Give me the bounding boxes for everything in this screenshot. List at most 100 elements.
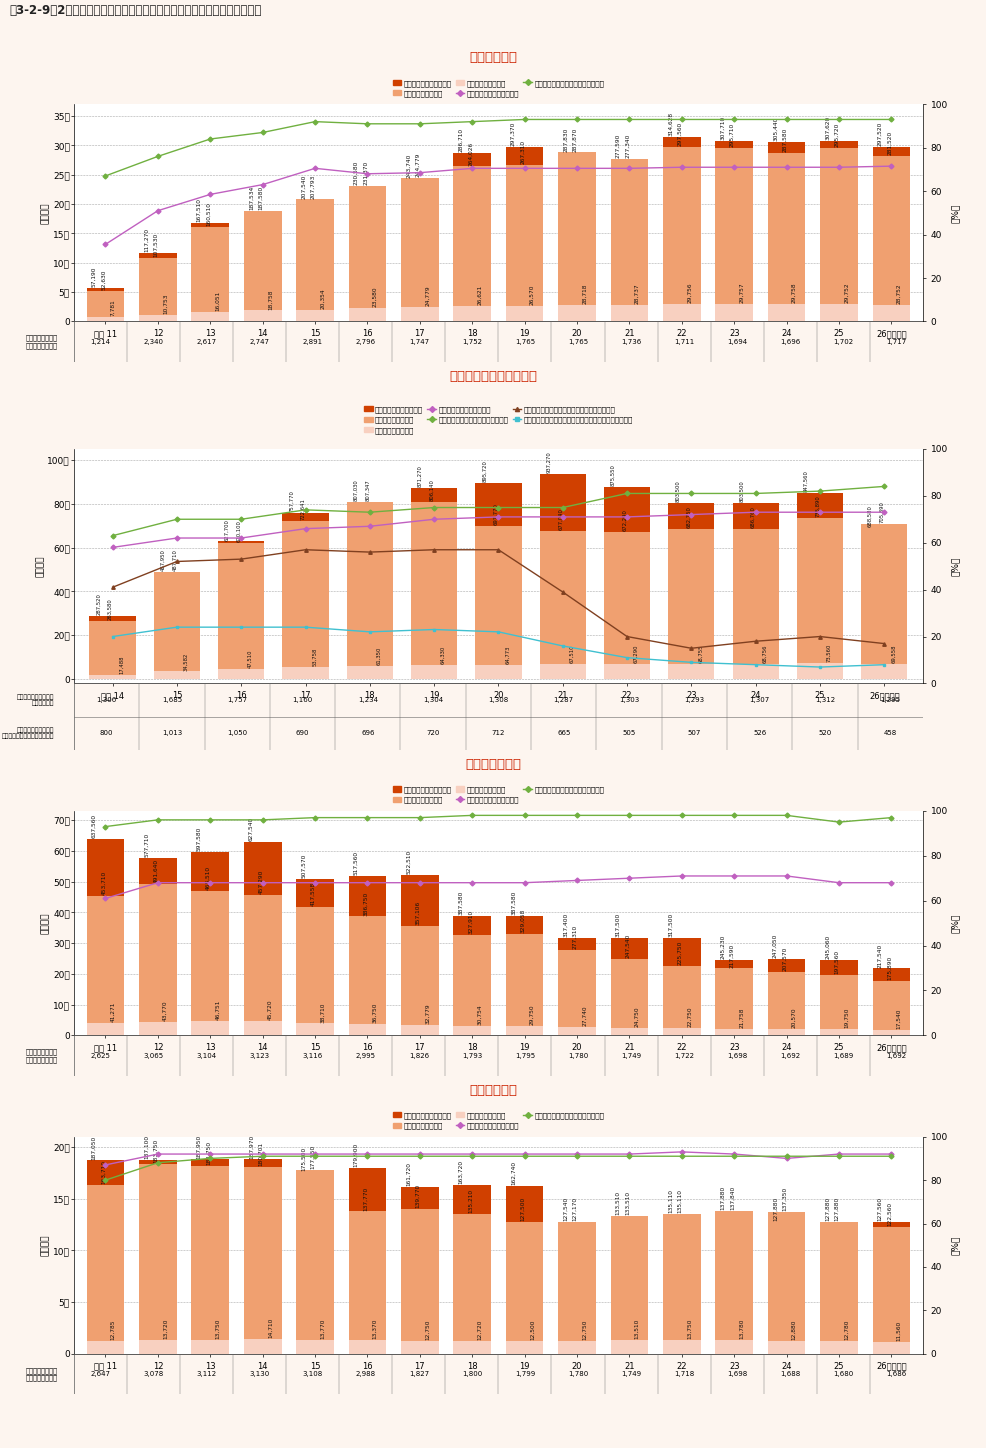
Bar <box>767 142 805 321</box>
Text: 875,550: 875,550 <box>610 465 615 487</box>
Text: 29,752: 29,752 <box>843 282 848 303</box>
Text: 1,685: 1,685 <box>162 696 181 704</box>
Bar <box>610 1216 648 1354</box>
Text: 1,308: 1,308 <box>488 696 508 704</box>
Y-axis label: （%）: （%） <box>950 556 958 576</box>
Bar <box>191 223 229 321</box>
Text: 207,570: 207,570 <box>782 946 787 970</box>
Text: 139,770: 139,770 <box>415 1184 420 1209</box>
Bar <box>558 1222 596 1354</box>
Bar <box>715 1028 752 1035</box>
Text: 67,510: 67,510 <box>569 644 574 663</box>
Bar <box>796 518 842 679</box>
Text: 61,350: 61,350 <box>377 646 382 665</box>
Bar <box>244 1338 281 1354</box>
Bar <box>400 1209 438 1354</box>
Text: 1,722: 1,722 <box>673 1053 693 1058</box>
Bar <box>663 1028 700 1035</box>
Text: 672,290: 672,290 <box>621 508 626 531</box>
Bar <box>453 1025 491 1035</box>
Text: 34,582: 34,582 <box>183 652 188 670</box>
Y-axis label: （トン）: （トン） <box>41 912 50 934</box>
Text: 179,900: 179,900 <box>353 1142 358 1167</box>
Text: 757,770: 757,770 <box>289 489 294 513</box>
Text: 11,560: 11,560 <box>895 1321 900 1341</box>
Text: 3,078: 3,078 <box>143 1371 164 1377</box>
Bar <box>668 665 714 679</box>
Text: 133,510: 133,510 <box>615 1190 620 1215</box>
Bar <box>346 502 392 679</box>
Text: 722,641: 722,641 <box>301 498 306 520</box>
Text: 26,570: 26,570 <box>529 284 534 306</box>
Bar <box>767 1222 805 1354</box>
Text: 386,750: 386,750 <box>363 892 368 915</box>
Bar <box>872 1222 909 1354</box>
Text: 137,880: 137,880 <box>720 1186 725 1211</box>
Bar <box>453 1213 491 1354</box>
Bar <box>191 851 229 1035</box>
Text: 1,718: 1,718 <box>673 1371 693 1377</box>
Bar <box>610 1028 648 1035</box>
Text: 735,890: 735,890 <box>814 495 819 517</box>
Bar <box>400 1186 438 1354</box>
Text: 1,680: 1,680 <box>832 1371 853 1377</box>
Text: 286,710: 286,710 <box>458 129 463 152</box>
Text: 217,590: 217,590 <box>729 943 735 967</box>
Bar <box>872 304 909 321</box>
Text: 803,500: 803,500 <box>739 481 743 502</box>
Text: 505: 505 <box>622 730 635 737</box>
Bar <box>296 1173 333 1354</box>
Text: 127,540: 127,540 <box>563 1197 568 1221</box>
Bar <box>819 975 857 1035</box>
Text: ペットボトル: ペットボトル <box>469 52 517 64</box>
Bar <box>139 252 176 321</box>
Text: 26,621: 26,621 <box>477 285 482 306</box>
Text: 807,030: 807,030 <box>353 479 358 501</box>
Text: 1,696: 1,696 <box>779 339 800 345</box>
Bar <box>505 146 543 321</box>
Text: 627,540: 627,540 <box>248 817 253 841</box>
Bar <box>475 482 521 679</box>
Text: 29,750: 29,750 <box>529 1005 534 1025</box>
Bar <box>90 621 136 679</box>
Bar <box>539 665 586 679</box>
Text: 1,688: 1,688 <box>779 1371 800 1377</box>
Text: プラスチック製容器包装: プラスチック製容器包装 <box>449 371 537 382</box>
Bar <box>400 178 438 321</box>
Bar <box>668 530 714 679</box>
Bar <box>296 879 333 1035</box>
Bar <box>732 529 778 679</box>
Bar <box>872 969 909 1035</box>
Bar <box>218 543 264 679</box>
Text: 297,560: 297,560 <box>676 122 681 146</box>
Text: 871,270: 871,270 <box>417 465 422 487</box>
Bar <box>819 304 857 321</box>
Text: 1,689: 1,689 <box>832 1053 853 1058</box>
Bar <box>296 1339 333 1354</box>
Bar <box>539 473 586 679</box>
Text: 1,303: 1,303 <box>618 696 639 704</box>
Text: 67,290: 67,290 <box>633 644 638 663</box>
Text: 1,694: 1,694 <box>727 339 746 345</box>
Text: 245,230: 245,230 <box>720 934 725 959</box>
Text: 1,050: 1,050 <box>227 730 247 737</box>
Text: 686,760: 686,760 <box>750 505 755 527</box>
Text: 20,570: 20,570 <box>791 1008 796 1028</box>
Bar <box>610 1339 648 1354</box>
Legend: 分別収集見込量（トン）, 分別収集量（トン）, 再商品化量（トン）, 分別収集実施市町村数割合, 分別収集実施市町村数人口カバー率: 分別収集見込量（トン）, 分別収集量（トン）, 再商品化量（トン）, 分別収集実… <box>392 1112 603 1129</box>
Text: 27,740: 27,740 <box>582 1005 587 1025</box>
Bar <box>610 159 648 321</box>
Bar <box>475 665 521 679</box>
Bar <box>139 1164 176 1354</box>
Bar <box>872 1342 909 1354</box>
Text: 52,630: 52,630 <box>101 269 106 290</box>
Text: 577,710: 577,710 <box>144 833 149 857</box>
Text: 64,330: 64,330 <box>441 646 446 665</box>
Bar <box>296 1024 333 1035</box>
Bar <box>603 531 650 679</box>
Text: 2,995: 2,995 <box>355 1053 376 1058</box>
Text: 688,580: 688,580 <box>867 505 872 527</box>
Bar <box>767 1030 805 1035</box>
Bar <box>819 1030 857 1035</box>
Text: 53,758: 53,758 <box>312 647 317 666</box>
